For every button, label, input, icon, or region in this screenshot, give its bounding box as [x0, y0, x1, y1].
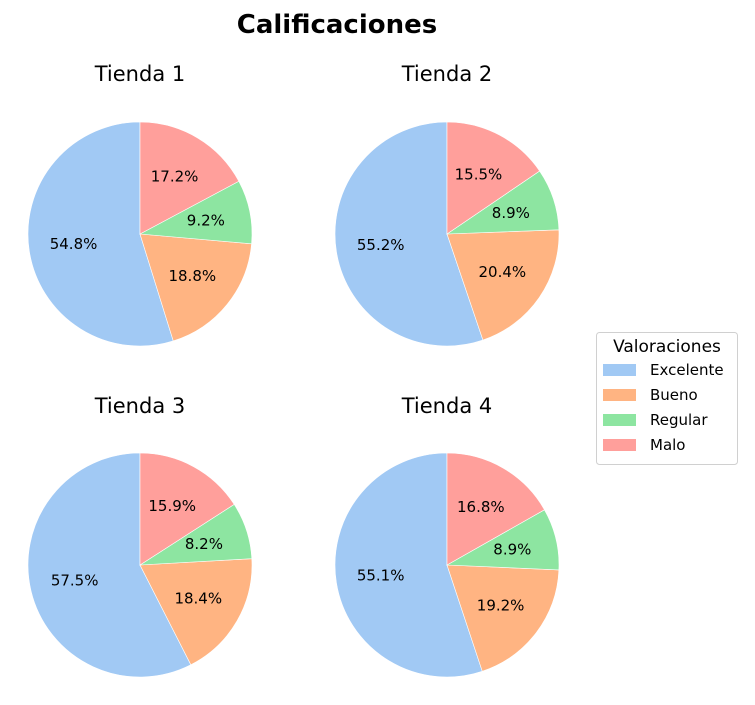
pie-title-tienda-3: Tienda 3 [94, 394, 185, 418]
pie-label-malo: 15.9% [148, 497, 196, 515]
pie-slice-malo [446, 452, 545, 566]
pie-label-malo: 15.5% [455, 166, 503, 184]
pie-slice-bueno [139, 558, 253, 666]
pie-title-tienda-2: Tienda 2 [401, 62, 492, 86]
pie-label-malo: 16.8% [457, 498, 505, 516]
pie-label-bueno: 20.4% [479, 263, 527, 281]
pie-label-regular: 9.2% [187, 212, 225, 230]
pie-label-excelente: 57.5% [51, 572, 99, 590]
pie-tienda-3: Tienda 3 57.5% 18.4% 8.2% 15.9% [27, 394, 253, 678]
legend-label-bueno: Bueno [650, 386, 698, 404]
legend-label-regular: Regular [650, 411, 708, 429]
pie-slice-excelente [27, 121, 174, 347]
pie-label-regular: 8.9% [493, 540, 531, 558]
pie-label-regular: 8.9% [492, 204, 530, 222]
legend-swatch-regular [603, 414, 636, 426]
pie-tienda-2: Tienda 2 55.2% 20.4% 8.9% 15.5% [334, 62, 560, 347]
pie-slice-excelente [334, 452, 483, 678]
pie-slice-malo [446, 121, 541, 235]
pie-label-regular: 8.2% [185, 535, 223, 553]
pie-slice-excelente [334, 121, 484, 347]
pie-tienda-4: Tienda 4 55.1% 19.2% 8.9% 16.8% [334, 394, 560, 678]
legend-title: Valoraciones [613, 337, 721, 357]
legend: Valoraciones Excelente Bueno Regular Malo [596, 332, 738, 465]
pie-slice-bueno [446, 229, 560, 341]
pie-title-tienda-4: Tienda 4 [401, 394, 492, 418]
pie-tienda-1: Tienda 1 54.8% 18.8% 9.2% 17.2% [27, 62, 253, 347]
pie-label-excelente: 55.1% [357, 567, 405, 585]
legend-swatch-bueno [603, 389, 636, 401]
pie-slice-malo [139, 121, 240, 235]
pie-slice-bueno [446, 564, 560, 672]
legend-label-malo: Malo [650, 436, 685, 454]
legend-swatch-excelente [603, 364, 636, 376]
pie-label-bueno: 19.2% [477, 597, 525, 615]
pie-slice-bueno [139, 233, 252, 342]
pie-slice-excelente [27, 452, 192, 678]
pie-label-malo: 17.2% [151, 167, 199, 185]
legend-swatch-malo [603, 439, 636, 451]
pie-slice-malo [139, 452, 235, 566]
pie-label-bueno: 18.8% [168, 267, 216, 285]
pie-title-tienda-1: Tienda 1 [94, 62, 185, 86]
pie-label-excelente: 55.2% [357, 236, 405, 254]
legend-label-excelente: Excelente [650, 361, 724, 379]
figure-title: Calificaciones [237, 10, 437, 40]
pie-label-bueno: 18.4% [174, 589, 222, 607]
pie-label-excelente: 54.8% [50, 235, 98, 253]
